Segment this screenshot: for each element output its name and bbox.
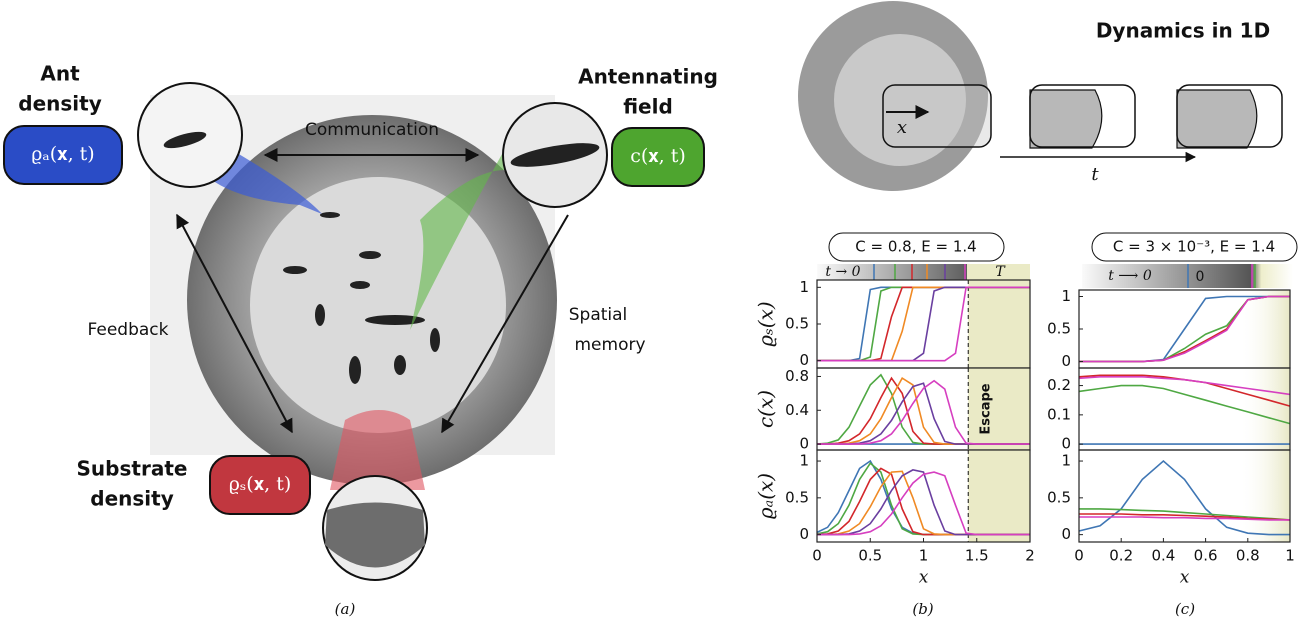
y-axis-label: c(x) bbox=[754, 390, 778, 428]
memory-label: Spatial bbox=[569, 305, 628, 325]
substrate-label: ϱₛ(𝐱, t) bbox=[229, 473, 292, 495]
x-tick-label: 0.6 bbox=[1194, 547, 1218, 565]
y-tick-label: 0.5 bbox=[785, 488, 809, 506]
figure: ϱₐ(𝐱, t) c(𝐱, t) ϱₛ(𝐱, t) Ant density An… bbox=[0, 0, 1304, 629]
field-title: field bbox=[623, 95, 673, 119]
substrate-title: Substrate bbox=[77, 457, 188, 481]
y-tick-label: 0 bbox=[1061, 435, 1071, 453]
panel-label: (c) bbox=[1175, 600, 1195, 618]
panel-a: ϱₐ(𝐱, t) c(𝐱, t) ϱₛ(𝐱, t) Ant density An… bbox=[4, 62, 718, 619]
y-tick-label: 0.8 bbox=[785, 367, 809, 385]
field-title: Antennating bbox=[578, 65, 718, 89]
y-tick-label: 1 bbox=[1061, 287, 1071, 305]
photo-t: t bbox=[1091, 164, 1099, 185]
y-axis-label: ϱₐ(x) bbox=[754, 473, 778, 519]
dynamics-title: Dynamics in 1D bbox=[1096, 19, 1270, 43]
subplot: 0 0.4 0.8 c(x) Escape bbox=[754, 367, 1031, 453]
colorbar-start: t → 0 bbox=[825, 264, 860, 280]
y-tick-label: 0 bbox=[1061, 352, 1071, 370]
y-axis-label: ϱₛ(x) bbox=[754, 301, 778, 346]
c-condition: C = 3 × 10⁻³, E = 1.4 bbox=[1113, 238, 1275, 256]
y-tick-label: 1 bbox=[799, 452, 809, 470]
ant-title: density bbox=[18, 92, 101, 116]
y-tick-label: 0 bbox=[799, 525, 809, 543]
x-axis-label: x bbox=[1180, 568, 1190, 588]
x-axis-label: x bbox=[919, 568, 929, 588]
substrate-title: density bbox=[90, 487, 173, 511]
annotation: Escape bbox=[979, 383, 994, 434]
x-tick-label: 1 bbox=[1285, 547, 1295, 565]
y-tick-label: 1 bbox=[1061, 452, 1071, 470]
x-tick-label: 1.5 bbox=[965, 547, 989, 565]
photo-x: x bbox=[897, 117, 907, 138]
escape-region bbox=[968, 368, 1030, 450]
b-condition: C = 0.8, E = 1.4 bbox=[855, 238, 976, 256]
colorbar-start: t ⟶ 0 bbox=[1108, 268, 1152, 284]
ant-title: Ant bbox=[40, 62, 80, 86]
x-tick-label: 0 bbox=[1074, 547, 1084, 565]
subplot: 0 0.5 1 0 0.5 1 1.5 2 x ϱₐ(x) bbox=[754, 450, 1035, 588]
y-tick-label: 0.2 bbox=[1047, 376, 1071, 394]
x-tick-label: 0.4 bbox=[1151, 547, 1175, 565]
memory-label: memory bbox=[574, 335, 645, 355]
communication-label: Communication bbox=[305, 120, 439, 140]
dynamics-header: x t Dynamics in 1D C = 0.8, E = 1.4 C = … bbox=[798, 1, 1297, 618]
feedback-label: Feedback bbox=[88, 320, 169, 340]
escape-region bbox=[968, 280, 1030, 368]
ant-label: ϱₐ(𝐱, t) bbox=[31, 143, 94, 165]
x-tick-label: 2 bbox=[1025, 547, 1035, 565]
panel-label: (b) bbox=[912, 600, 933, 618]
x-tick-label: 0 bbox=[812, 547, 822, 565]
x-tick-label: 0.5 bbox=[858, 547, 882, 565]
colorbar-zero: 0 bbox=[1196, 269, 1205, 285]
y-tick-label: 0.5 bbox=[1047, 320, 1071, 338]
y-tick-label: 0 bbox=[799, 435, 809, 453]
x-tick-label: 1 bbox=[919, 547, 929, 565]
x-tick-label: 0.2 bbox=[1109, 547, 1133, 565]
escape-region bbox=[968, 450, 1030, 542]
y-tick-label: 0 bbox=[1061, 525, 1071, 543]
y-tick-label: 0.1 bbox=[1047, 405, 1071, 423]
field-label: c(𝐱, t) bbox=[630, 145, 686, 167]
y-tick-label: 0.5 bbox=[1047, 488, 1071, 506]
y-tick-label: 0.4 bbox=[785, 401, 809, 419]
panel-label: (a) bbox=[335, 600, 356, 618]
y-tick-label: 1 bbox=[799, 278, 809, 296]
y-tick-label: 0.5 bbox=[785, 315, 809, 333]
x-tick-label: 0.8 bbox=[1236, 547, 1260, 565]
